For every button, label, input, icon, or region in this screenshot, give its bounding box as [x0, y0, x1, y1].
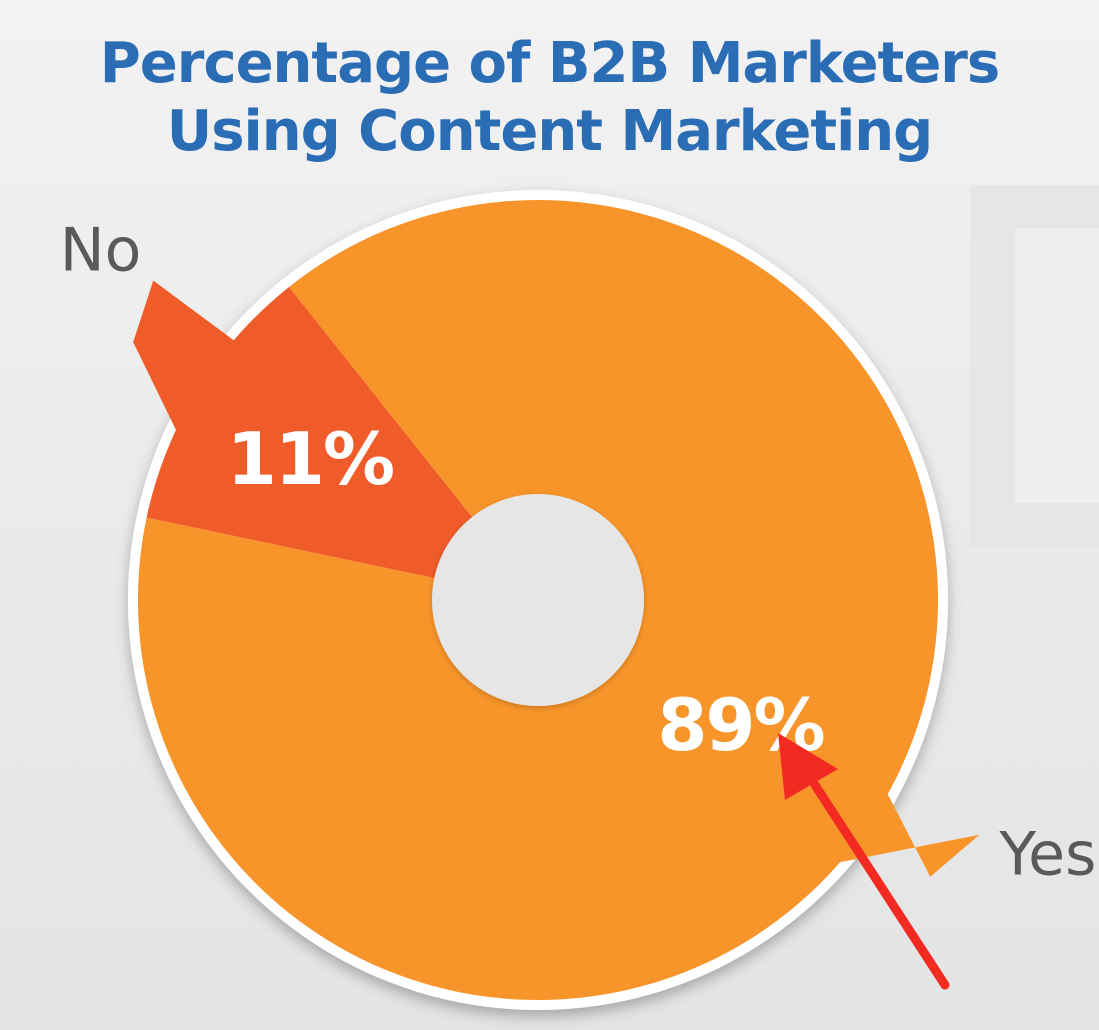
- slice-no: [146, 286, 538, 600]
- category-label-yes: Yes: [998, 820, 1096, 890]
- donut-hole: [432, 494, 644, 706]
- category-label-no: No: [60, 216, 142, 286]
- background-panel-inner: [1015, 228, 1099, 503]
- data-labels: 89%11%: [227, 417, 826, 767]
- data-label-no: 11%: [227, 417, 393, 501]
- red-arrow-shaft: [810, 780, 950, 990]
- chart-title-line-2: Using Content Marketing: [166, 99, 934, 164]
- chart-title: Percentage of B2B Marketers Using Conten…: [0, 30, 1099, 166]
- callout-yes: [806, 772, 980, 877]
- category-labels: Yes No: [60, 216, 1097, 890]
- slice-callouts: [133, 280, 980, 877]
- callout-no: [133, 280, 250, 454]
- red-arrow-head: [778, 733, 838, 800]
- chart-title-line-1: Percentage of B2B Marketers: [99, 31, 1001, 96]
